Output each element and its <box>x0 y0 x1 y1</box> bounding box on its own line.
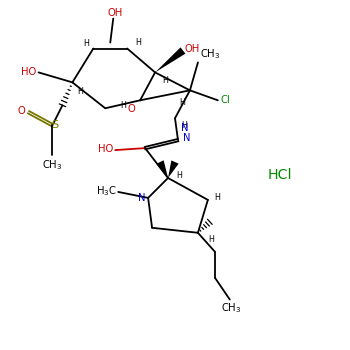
Text: H: H <box>179 98 185 107</box>
Polygon shape <box>168 160 178 178</box>
Text: O: O <box>18 106 26 116</box>
Text: HCl: HCl <box>268 168 292 182</box>
Text: H: H <box>162 76 168 85</box>
Text: H: H <box>83 39 89 48</box>
Text: H$_3$C: H$_3$C <box>97 184 117 198</box>
Text: H: H <box>77 88 83 96</box>
Text: H: H <box>214 194 220 202</box>
Text: HO: HO <box>98 144 113 154</box>
Text: H: H <box>176 170 182 180</box>
Text: N: N <box>138 193 145 203</box>
Text: CH$_3$: CH$_3$ <box>42 158 63 172</box>
Text: HO: HO <box>21 68 36 77</box>
Text: H: H <box>120 101 126 110</box>
Polygon shape <box>156 160 168 178</box>
Text: N: N <box>183 133 190 143</box>
Text: N: N <box>181 123 189 133</box>
Text: H: H <box>208 235 214 244</box>
Polygon shape <box>155 47 186 72</box>
Text: H: H <box>181 121 187 130</box>
Text: OH: OH <box>107 8 123 18</box>
Text: O: O <box>127 104 135 114</box>
Text: CH$_3$: CH$_3$ <box>220 301 241 315</box>
Text: CH$_3$: CH$_3$ <box>200 48 220 62</box>
Text: Cl: Cl <box>221 95 231 105</box>
Text: OH: OH <box>185 44 200 55</box>
Text: S: S <box>51 120 58 130</box>
Text: H: H <box>135 38 141 47</box>
